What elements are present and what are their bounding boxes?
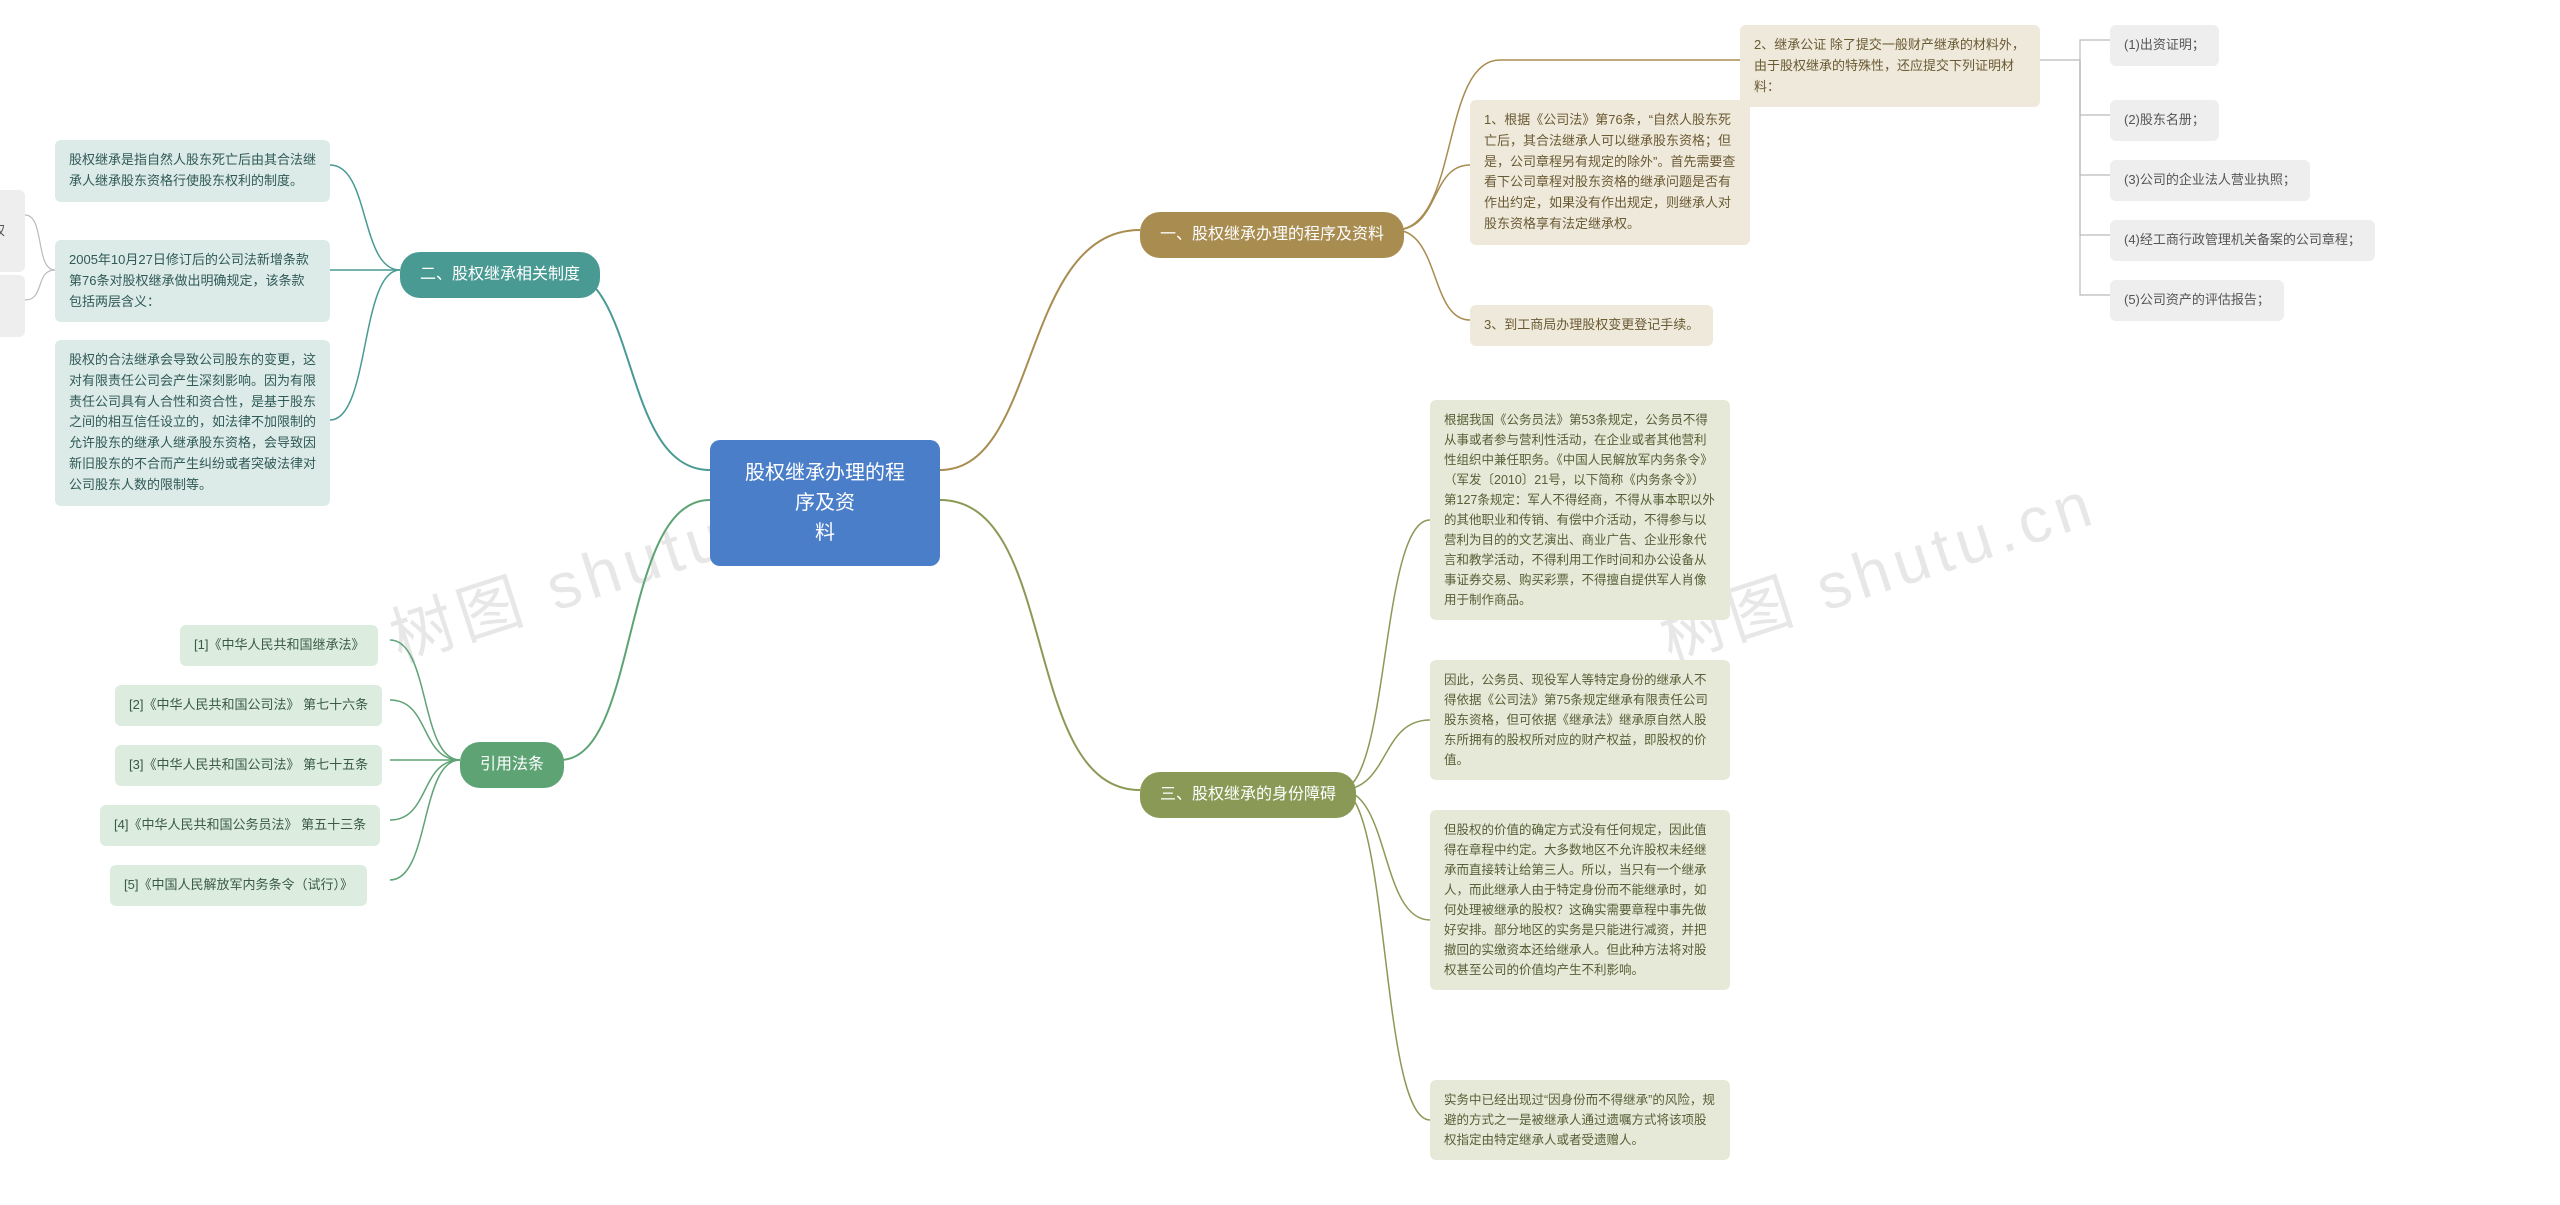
branch-3: 三、股权继承的身份障碍 (1140, 772, 1356, 818)
b4-n2: [2]《中华人民共和国公司法》 第七十六条 (115, 685, 382, 726)
branch-1: 一、股权继承办理的程序及资料 (1140, 212, 1404, 258)
b2-n1: 股权继承是指自然人股东死亡后由其合法继承人继承股东资格行使股东权利的制度。 (55, 140, 330, 202)
b2-n2: 2005年10月27日修订后的公司法新增条款第76条对股权继承做出明确规定，该条… (55, 240, 330, 322)
b1-n2-5: (5)公司资产的评估报告； (2110, 280, 2284, 321)
b1-n3: 3、到工商局办理股权变更登记手续。 (1470, 305, 1713, 346)
b1-n2: 2、继承公证 除了提交一般财产继承的材料外，由于股权继承的特殊性，还应提交下列证… (1740, 25, 2040, 107)
root-line1: 股权继承办理的程序及资 (745, 462, 905, 514)
b4-n3: [3]《中华人民共和国公司法》 第七十五条 (115, 745, 382, 786)
b3-n1: 根据我国《公务员法》第53条规定，公务员不得从事或者参与营利性活动，在企业或者其… (1430, 400, 1730, 620)
b3-n3: 但股权的价值的确定方式没有任何规定，因此值得在章程中约定。大多数地区不允许股权未… (1430, 810, 1730, 990)
b2-n3: 股权的合法继承会导致公司股东的变更，这对有限责任公司会产生深刻影响。因为有限责任… (55, 340, 330, 506)
b1-n2-2: (2)股东名册； (2110, 100, 2219, 141)
b4-n4: [4]《中华人民共和国公务员法》 第五十三条 (100, 805, 380, 846)
b2-n2-1: 1、自然人股东死亡后，其合法继承人可以继承股东资格，而并非只对财产权的继承； (0, 190, 25, 272)
b4-n1: [1]《中华人民共和国继承法》 (180, 625, 378, 666)
branch-2: 二、股权继承相关制度 (400, 252, 600, 298)
root-line2: 料 (815, 522, 835, 544)
b2-n2-2: 2、公司章程可以对股权继承做出特别规定，排除对股东资格的当然继承。 (0, 275, 25, 337)
b1-n2-4: (4)经工商行政管理机关备案的公司章程； (2110, 220, 2375, 261)
b1-n1: 1、根据《公司法》第76条，“自然人股东死亡后，其合法继承人可以继承股东资格；但… (1470, 100, 1750, 245)
b4-n5: [5]《中国人民解放军内务条令（试行）》 (110, 865, 367, 906)
b3-n2: 因此，公务员、现役军人等特定身份的继承人不得依据《公司法》第75条规定继承有限责… (1430, 660, 1730, 780)
root-node: 股权继承办理的程序及资 料 (710, 440, 940, 566)
b1-n2-1: (1)出资证明； (2110, 25, 2219, 66)
branch-4: 引用法条 (460, 742, 564, 788)
b1-n2-3: (3)公司的企业法人营业执照； (2110, 160, 2310, 201)
b3-n4: 实务中已经出现过“因身份而不得继承”的风险，规避的方式之一是被继承人通过遗嘱方式… (1430, 1080, 1730, 1160)
